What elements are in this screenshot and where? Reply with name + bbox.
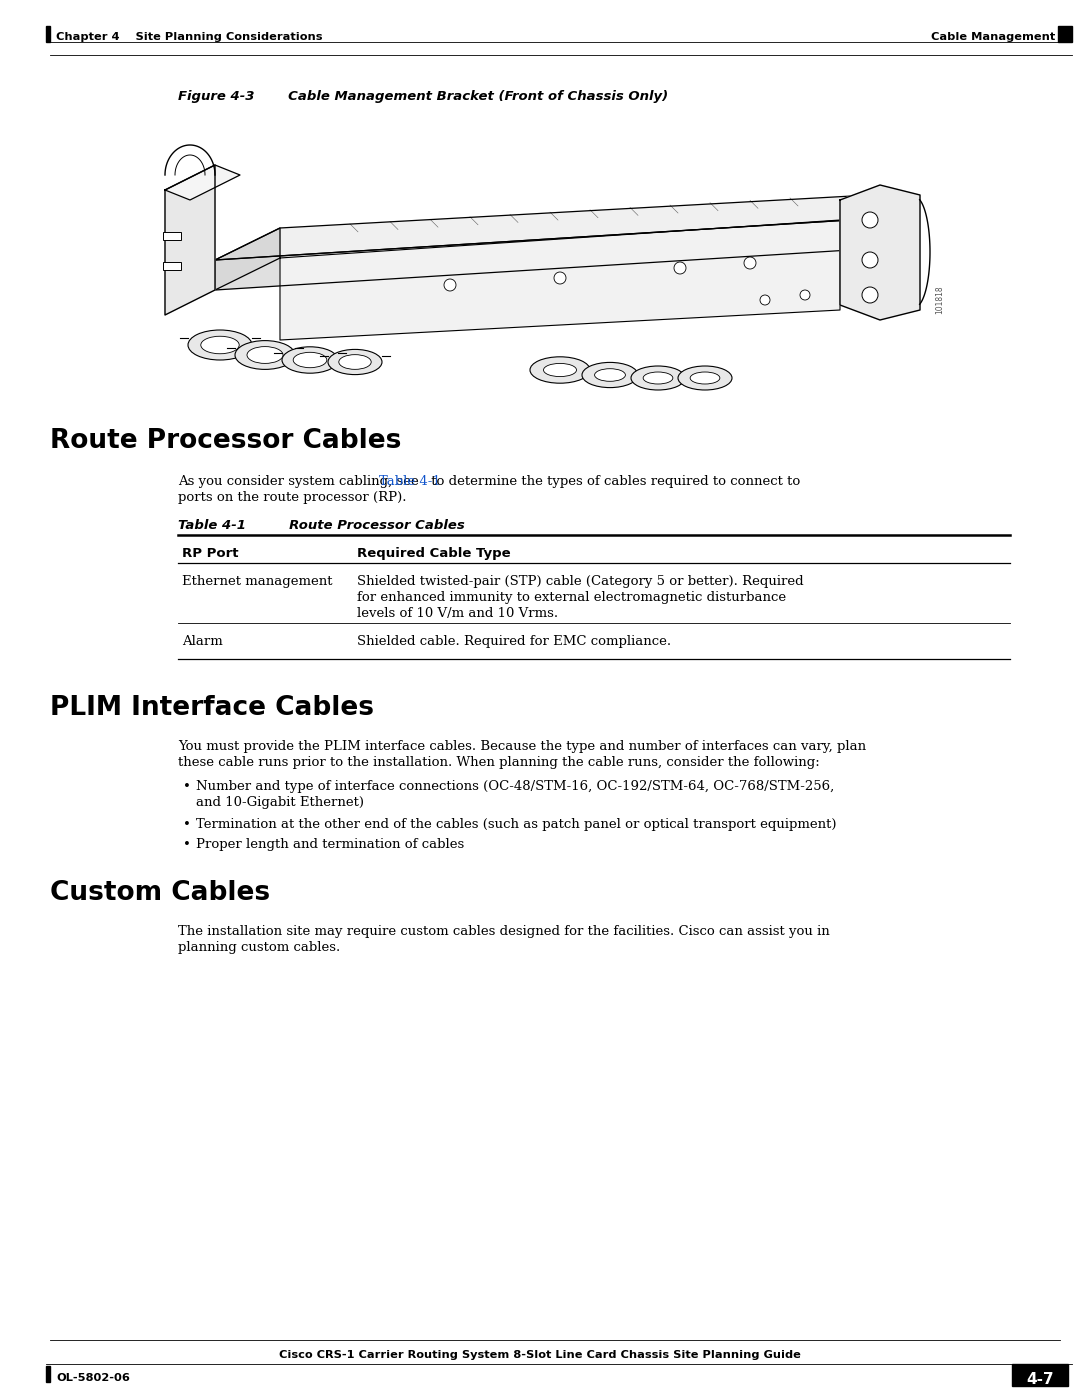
Text: RP Port: RP Port <box>183 548 239 560</box>
Text: •: • <box>183 819 191 831</box>
Ellipse shape <box>690 372 720 384</box>
Circle shape <box>862 212 878 228</box>
Circle shape <box>554 272 566 284</box>
Text: •: • <box>183 780 191 793</box>
Bar <box>156 105 924 415</box>
Polygon shape <box>165 165 215 314</box>
Polygon shape <box>165 165 240 200</box>
Text: You must provide the PLIM interface cables. Because the type and number of inter: You must provide the PLIM interface cabl… <box>178 740 866 753</box>
Polygon shape <box>280 219 840 339</box>
Text: Custom Cables: Custom Cables <box>50 880 270 907</box>
Polygon shape <box>215 219 850 291</box>
Text: ports on the route processor (RP).: ports on the route processor (RP). <box>178 490 406 504</box>
Text: Alarm: Alarm <box>183 636 222 648</box>
Ellipse shape <box>188 330 252 360</box>
Circle shape <box>674 263 686 274</box>
Text: Cable Management: Cable Management <box>931 32 1055 42</box>
Ellipse shape <box>678 366 732 390</box>
Bar <box>46 27 50 42</box>
Ellipse shape <box>595 369 625 381</box>
Polygon shape <box>215 196 870 260</box>
Circle shape <box>862 286 878 303</box>
Bar <box>46 1366 50 1382</box>
Ellipse shape <box>293 352 327 367</box>
Circle shape <box>444 279 456 291</box>
Ellipse shape <box>530 356 590 383</box>
Text: Required Cable Type: Required Cable Type <box>357 548 511 560</box>
Text: Termination at the other end of the cables (such as patch panel or optical trans: Termination at the other end of the cabl… <box>195 819 837 831</box>
Text: Cable Management Bracket (Front of Chassis Only): Cable Management Bracket (Front of Chass… <box>265 89 669 103</box>
Ellipse shape <box>235 341 295 369</box>
Bar <box>163 232 181 240</box>
Text: Proper length and termination of cables: Proper length and termination of cables <box>195 838 464 851</box>
Bar <box>1012 1363 1068 1386</box>
Text: As you consider system cabling, see: As you consider system cabling, see <box>178 475 423 488</box>
Text: The installation site may require custom cables designed for the facilities. Cis: The installation site may require custom… <box>178 925 829 937</box>
Text: Table 4-1: Table 4-1 <box>379 475 441 488</box>
Ellipse shape <box>328 349 382 374</box>
Ellipse shape <box>582 362 638 387</box>
Text: 4-7: 4-7 <box>1026 1372 1054 1387</box>
Text: Route Processor Cables: Route Processor Cables <box>266 520 464 532</box>
Ellipse shape <box>631 366 685 390</box>
Text: for enhanced immunity to external electromagnetic disturbance: for enhanced immunity to external electr… <box>357 591 786 604</box>
Text: 101818: 101818 <box>935 286 945 314</box>
Text: Ethernet management: Ethernet management <box>183 576 333 588</box>
Text: Route Processor Cables: Route Processor Cables <box>50 427 402 454</box>
Polygon shape <box>840 184 920 320</box>
Text: Figure 4-3: Figure 4-3 <box>178 89 255 103</box>
Text: Shielded twisted-pair (STP) cable (Category 5 or better). Required: Shielded twisted-pair (STP) cable (Categ… <box>357 576 804 588</box>
Ellipse shape <box>644 372 673 384</box>
Text: Table 4-1: Table 4-1 <box>178 520 246 532</box>
Text: Number and type of interface connections (OC-48/STM-16, OC-192/STM-64, OC-768/ST: Number and type of interface connections… <box>195 780 834 793</box>
Circle shape <box>744 257 756 270</box>
Text: PLIM Interface Cables: PLIM Interface Cables <box>50 694 374 721</box>
Circle shape <box>800 291 810 300</box>
Text: Shielded cable. Required for EMC compliance.: Shielded cable. Required for EMC complia… <box>357 636 671 648</box>
Ellipse shape <box>339 355 372 369</box>
Text: these cable runs prior to the installation. When planning the cable runs, consid: these cable runs prior to the installati… <box>178 756 820 768</box>
Text: Cisco CRS-1 Carrier Routing System 8-Slot Line Card Chassis Site Planning Guide: Cisco CRS-1 Carrier Routing System 8-Slo… <box>279 1350 801 1361</box>
Text: OL-5802-06: OL-5802-06 <box>56 1373 130 1383</box>
Text: to determine the types of cables required to connect to: to determine the types of cables require… <box>427 475 800 488</box>
Text: planning custom cables.: planning custom cables. <box>178 942 340 954</box>
Bar <box>1058 27 1072 42</box>
Circle shape <box>862 251 878 268</box>
Bar <box>163 263 181 270</box>
Polygon shape <box>215 228 280 291</box>
Circle shape <box>760 295 770 305</box>
Ellipse shape <box>282 346 338 373</box>
Text: Chapter 4    Site Planning Considerations: Chapter 4 Site Planning Considerations <box>56 32 323 42</box>
Ellipse shape <box>543 363 577 377</box>
Ellipse shape <box>247 346 283 363</box>
Ellipse shape <box>201 337 239 353</box>
Text: and 10-Gigabit Ethernet): and 10-Gigabit Ethernet) <box>195 796 364 809</box>
Text: •: • <box>183 838 191 851</box>
Text: levels of 10 V/m and 10 Vrms.: levels of 10 V/m and 10 Vrms. <box>357 608 558 620</box>
